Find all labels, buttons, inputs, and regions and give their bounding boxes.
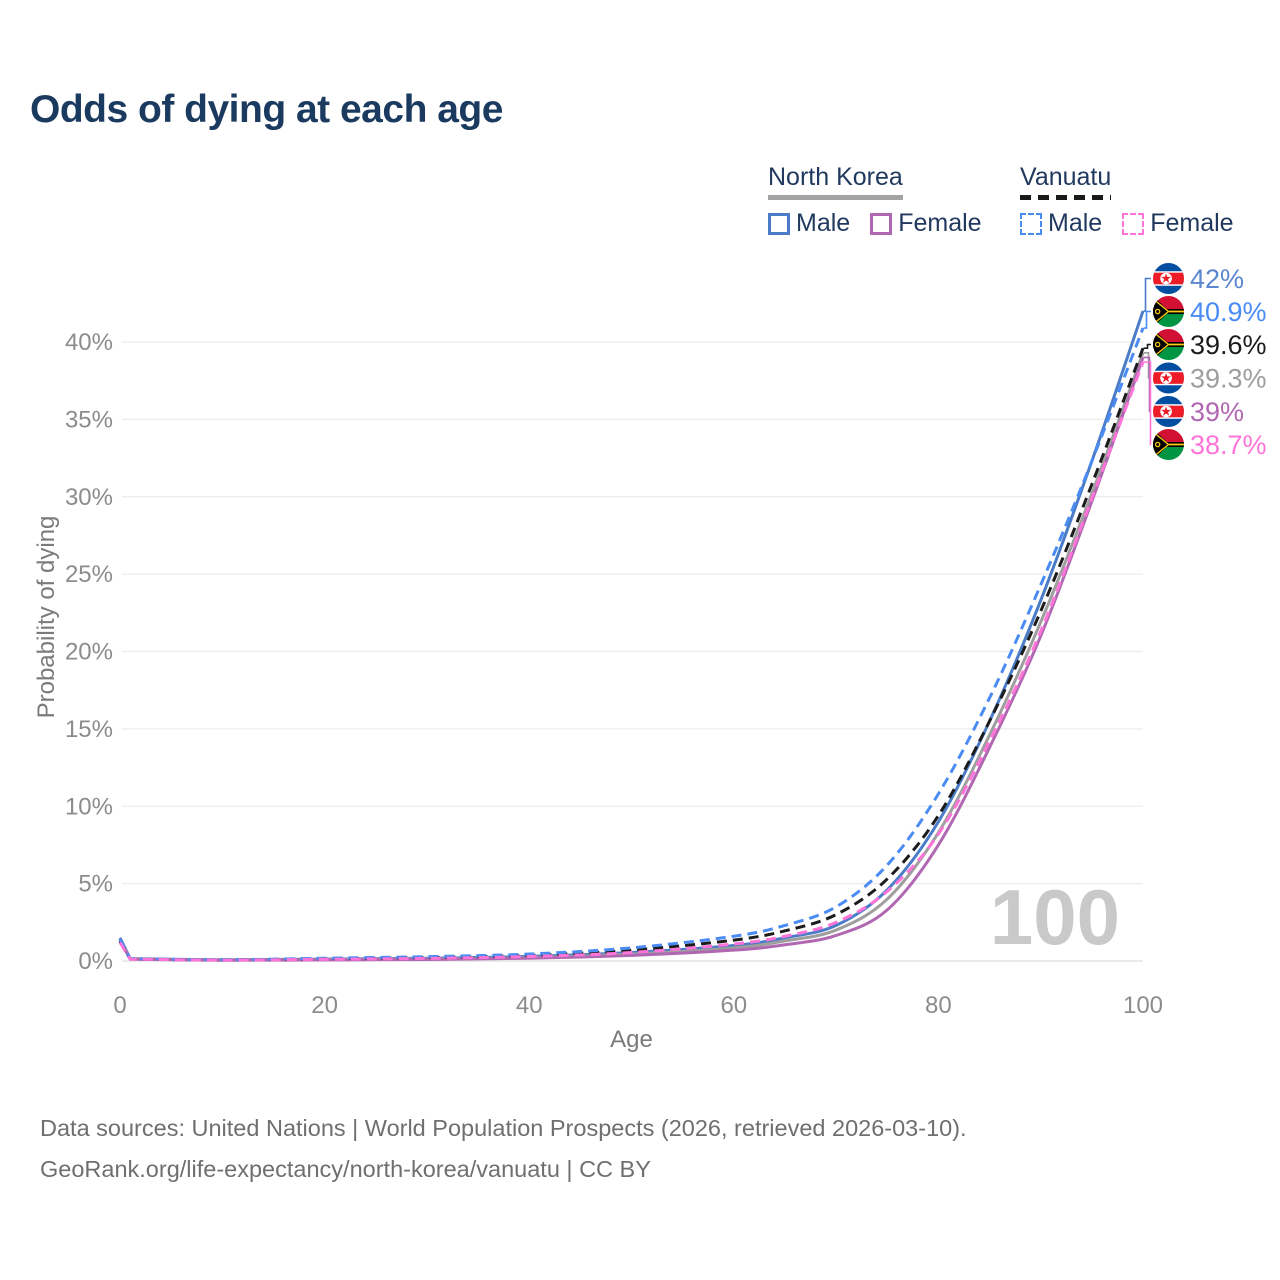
legend-line-sample-dashed (1020, 195, 1112, 200)
legend-item-label: Male (796, 209, 851, 237)
x-tick-label: 20 (311, 992, 338, 1019)
x-tick-label: 100 (1123, 992, 1163, 1019)
legend-item-nk-female[interactable]: Female (870, 209, 982, 238)
x-tick-label: 40 (516, 992, 543, 1019)
nk-female-swatch-icon (870, 212, 893, 235)
legend-item-nk-male[interactable]: Male (768, 209, 850, 238)
end-label-value: 39.6% (1190, 330, 1267, 360)
legend-item-vu-male[interactable]: Male (1020, 209, 1102, 238)
series-layer (118, 310, 1145, 962)
legend-item-vu-female[interactable]: Female (1122, 209, 1234, 238)
end-label-connector (1143, 361, 1152, 446)
x-tick-label: 80 (925, 992, 952, 1019)
grid-layer: 0% 5% 10% 15% 20% 25% 30% 35% 40% 0 20 40 60 80 100 (65, 329, 1163, 1019)
end-label-value: 39.3% (1190, 364, 1267, 394)
page-title: Odds of dying at each age (30, 88, 503, 131)
y-tick-label: 40% (65, 329, 113, 356)
north-korea-flag-icon (1153, 363, 1184, 394)
footer-attribution: Data sources: United Nations | World Pop… (40, 1108, 967, 1190)
legend-country-north-korea: North Korea (768, 163, 903, 200)
footer-data-sources: Data sources: United Nations | World Pop… (40, 1115, 967, 1141)
end-label-layer: 42%40.9%39.6% 39.3%39%38.7% (1143, 263, 1267, 460)
vanuatu-flag-icon (1153, 429, 1184, 460)
y-tick-label: 0% (78, 948, 113, 975)
legend-country-vanuatu: Vanuatu (1020, 163, 1112, 200)
legend-item-label: Female (898, 209, 982, 237)
series-line-vanuatu-combined[interactable] (118, 347, 1145, 962)
series-line-north-korea-male[interactable] (118, 310, 1145, 962)
end-label-connector (1143, 277, 1151, 312)
y-tick-label: 25% (65, 561, 113, 588)
legend-line-sample-solid (768, 195, 903, 200)
series-line-vanuatu-male[interactable] (118, 327, 1145, 962)
legend-group-vanuatu: Vanuatu Male Female (1020, 163, 1234, 238)
series-line-north-korea-combined[interactable] (118, 352, 1145, 962)
series-line-north-korea-female[interactable] (118, 356, 1145, 962)
vanuatu-flag-icon (1153, 296, 1184, 327)
y-tick-label: 20% (65, 639, 113, 666)
y-tick-label: 10% (65, 793, 113, 820)
x-tick-label: 60 (720, 992, 747, 1019)
legend-group-north-korea: North Korea Male Female (768, 163, 982, 238)
footer-url-license: GeoRank.org/life-expectancy/north-korea/… (40, 1156, 651, 1182)
nk-male-swatch-icon (768, 212, 790, 235)
north-korea-flag-icon (1153, 396, 1184, 427)
north-korea-flag-icon (1153, 263, 1184, 294)
legend-country-label: North Korea (768, 163, 903, 191)
vanuatu-flag-icon (1153, 329, 1184, 360)
y-tick-label: 30% (65, 484, 113, 511)
series-line-vanuatu-female[interactable] (118, 361, 1145, 962)
y-tick-label: 35% (65, 406, 113, 433)
y-tick-label: 5% (78, 871, 113, 898)
end-label-value: 38.7% (1190, 430, 1267, 460)
legend-item-label: Male (1048, 209, 1103, 237)
mortality-chart-svg: 0% 5% 10% 15% 20% 25% 30% 35% 40% 0 20 40 60 80 100 42… (65, 0, 1267, 1019)
x-tick-label: 0 (113, 992, 126, 1019)
end-label-value: 42% (1190, 264, 1244, 294)
vu-male-swatch-icon (1020, 212, 1042, 235)
legend-country-label: Vanuatu (1020, 163, 1112, 191)
y-axis-title: Probability of dying (33, 515, 60, 719)
end-label-connector (1143, 310, 1151, 329)
end-label-connector (1143, 343, 1151, 349)
age-watermark: 100 (989, 873, 1120, 961)
legend-item-label: Female (1150, 209, 1234, 237)
y-tick-label: 15% (65, 716, 113, 743)
x-axis-title: Age (610, 1026, 653, 1053)
vu-female-swatch-icon (1122, 212, 1145, 235)
end-label-value: 39% (1190, 397, 1244, 427)
end-label-value: 40.9% (1190, 297, 1267, 327)
